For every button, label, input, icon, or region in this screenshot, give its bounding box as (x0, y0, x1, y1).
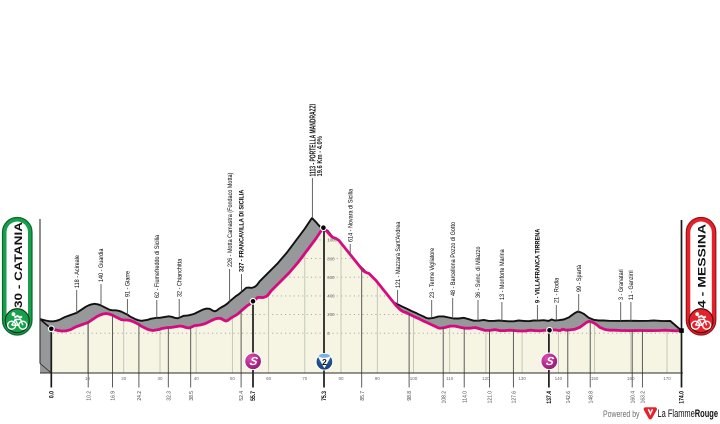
svg-text:90: 90 (375, 376, 381, 381)
svg-text:200: 200 (327, 312, 335, 317)
svg-text:20: 20 (121, 376, 127, 381)
svg-text:40: 40 (194, 376, 200, 381)
svg-text:130: 130 (518, 376, 526, 381)
svg-text:60: 60 (266, 376, 272, 381)
svg-text:614 - Novara di Sicilia: 614 - Novara di Sicilia (348, 188, 354, 242)
svg-text:21 - Rodia: 21 - Rodia (554, 277, 560, 303)
svg-text:85.7: 85.7 (359, 391, 365, 401)
svg-text:91 - Giarre: 91 - Giarre (125, 270, 131, 297)
svg-text:La FlammeRouge: La FlammeRouge (658, 408, 719, 420)
svg-text:30: 30 (157, 376, 163, 381)
svg-text:174.0: 174.0 (679, 391, 685, 404)
svg-text:160.4: 160.4 (630, 391, 636, 403)
svg-text:1000: 1000 (327, 238, 337, 243)
svg-text:S: S (545, 355, 555, 368)
svg-text:23 - Terme Vigliatore: 23 - Terme Vigliatore (430, 247, 436, 298)
svg-text:120: 120 (482, 376, 490, 381)
svg-text:32 - Chianchitta: 32 - Chianchitta (177, 258, 183, 297)
svg-text:24.2: 24.2 (137, 391, 143, 401)
svg-text:50: 50 (230, 376, 236, 381)
svg-text:4 - MESSINA: 4 - MESSINA (697, 224, 709, 308)
svg-text:137.4: 137.4 (547, 390, 553, 404)
svg-text:9 - VILLAFRANCA TIRRENA: 9 - VILLAFRANCA TIRRENA (534, 228, 542, 303)
svg-text:118 - Acireale: 118 - Acireale (75, 254, 81, 288)
svg-text:100: 100 (410, 376, 418, 381)
svg-text:10.2: 10.2 (86, 391, 92, 401)
svg-text:226 - Motta Camastra (Fondaco: 226 - Motta Camastra (Fondaco Motta) (227, 173, 233, 267)
svg-text:0.0: 0.0 (49, 391, 55, 398)
svg-text:80: 80 (338, 376, 344, 381)
svg-text:150: 150 (591, 376, 599, 381)
svg-text:36 - Svinc. di Milazzo: 36 - Svinc. di Milazzo (476, 246, 482, 298)
svg-text:1113 - PORTELLA MANDRAZZI: 1113 - PORTELLA MANDRAZZI (309, 104, 318, 177)
svg-text:170: 170 (663, 376, 671, 381)
svg-text:99 - Spartà: 99 - Spartà (577, 264, 583, 292)
svg-text:140: 140 (555, 376, 563, 381)
svg-text:S: S (249, 355, 259, 368)
svg-text:148.8: 148.8 (588, 391, 594, 403)
svg-text:2: 2 (322, 357, 327, 367)
svg-text:800: 800 (327, 256, 335, 261)
svg-text:52.4: 52.4 (239, 391, 245, 401)
svg-text:11 - Ganzirri: 11 - Ganzirri (629, 270, 635, 300)
svg-text:142.6: 142.6 (566, 391, 572, 403)
svg-text:70: 70 (302, 376, 308, 381)
svg-text:Powered by: Powered by (603, 408, 640, 419)
svg-text:19.6 Km - 4.0%: 19.6 Km - 4.0% (316, 136, 324, 176)
svg-text:114.0: 114.0 (462, 391, 468, 403)
svg-text:75.3: 75.3 (322, 391, 328, 401)
svg-text:30 - CATANIA: 30 - CATANIA (13, 222, 25, 308)
svg-text:110: 110 (446, 376, 454, 381)
svg-text:140 - Guardia: 140 - Guardia (99, 248, 105, 282)
svg-text:98.8: 98.8 (407, 391, 413, 401)
svg-text:16.9: 16.9 (110, 391, 116, 401)
svg-text:10: 10 (85, 376, 91, 381)
svg-text:38.5: 38.5 (188, 391, 194, 401)
svg-text:121.0: 121.0 (487, 391, 493, 403)
svg-text:327 - FRANCAVILLA DI SICILIA: 327 - FRANCAVILLA DI SICILIA (238, 189, 246, 272)
svg-text:127.6: 127.6 (511, 391, 517, 403)
svg-text:163.2: 163.2 (640, 391, 646, 403)
svg-text:160: 160 (627, 376, 635, 381)
svg-text:108.2: 108.2 (441, 391, 447, 403)
svg-text:48 - Barcellona Pozzo di Gotto: 48 - Barcellona Pozzo di Gotto (451, 221, 457, 296)
svg-text:400: 400 (327, 294, 335, 299)
svg-text:32.3: 32.3 (166, 391, 172, 401)
svg-text:55.7: 55.7 (251, 391, 257, 401)
svg-text:13 - Monforte Marina: 13 - Monforte Marina (500, 249, 506, 300)
svg-text:62 - Fiumefreddo di Sicilia: 62 - Fiumefreddo di Sicilia (155, 234, 161, 298)
svg-text:600: 600 (327, 275, 335, 280)
svg-text:0: 0 (327, 331, 330, 336)
svg-text:121 - Mazzarà Sant'Andrea: 121 - Mazzarà Sant'Andrea (395, 221, 401, 288)
svg-text:3 - Granatari: 3 - Granatari (619, 269, 625, 300)
